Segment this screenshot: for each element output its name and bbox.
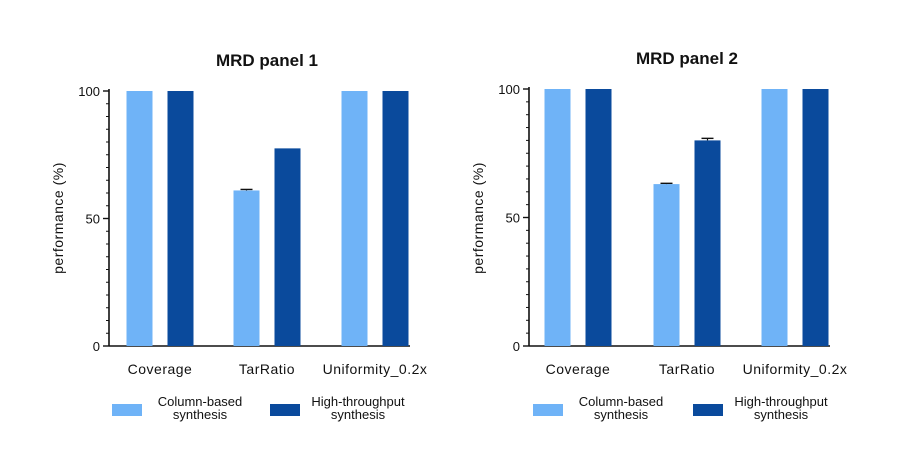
bar xyxy=(802,89,829,346)
chart-panel-1: MRD panel 1 performance (%) 0 50 100 Cover… xyxy=(50,51,427,422)
legend-swatch xyxy=(693,404,723,416)
bar xyxy=(233,190,260,346)
bar xyxy=(167,91,194,346)
y-tick-label: 0 xyxy=(513,339,520,354)
y-tick-label: 50 xyxy=(86,212,100,227)
legend-label: synthesis xyxy=(331,407,386,422)
legend-label: High-throughput xyxy=(734,394,828,409)
chart-panel-2: MRD panel 2 performance (%) 0 50 100 Cover… xyxy=(470,49,847,422)
bar xyxy=(341,91,368,346)
y-tick-label: 100 xyxy=(498,82,520,97)
y-ticks: 0 50 100 xyxy=(78,84,109,354)
legend-label: Column-based xyxy=(158,394,243,409)
chart-title: MRD panel 1 xyxy=(216,51,318,70)
bar xyxy=(585,89,612,346)
x-tick-label: Coverage xyxy=(128,361,193,377)
legend: Column-basedsynthesisHigh-throughputsynt… xyxy=(533,394,828,422)
x-tick-label: Coverage xyxy=(546,361,611,377)
x-tick-label: TarRatio xyxy=(239,361,295,377)
legend-swatch xyxy=(112,404,142,416)
legend-label: synthesis xyxy=(594,407,649,422)
x-tick-label: Uniformity_0.2x xyxy=(323,361,428,377)
bar xyxy=(694,140,721,346)
x-tick-label: TarRatio xyxy=(659,361,715,377)
legend-label: synthesis xyxy=(173,407,228,422)
y-tick-label: 100 xyxy=(78,84,100,99)
x-ticks: Coverage TarRatio Uniformity_0.2x xyxy=(546,361,848,377)
y-tick-label: 50 xyxy=(506,211,520,226)
legend-label: High-throughput xyxy=(311,394,405,409)
bars xyxy=(126,91,409,346)
x-ticks: Coverage TarRatio Uniformity_0.2x xyxy=(128,361,428,377)
bar xyxy=(126,91,153,346)
legend-label: synthesis xyxy=(754,407,809,422)
bar xyxy=(544,89,571,346)
bar xyxy=(274,148,301,346)
bar xyxy=(653,184,680,346)
legend: Column-basedsynthesisHigh-throughputsynt… xyxy=(112,394,405,422)
legend-label: Column-based xyxy=(579,394,664,409)
y-tick-label: 0 xyxy=(93,339,100,354)
legend-swatch xyxy=(533,404,563,416)
y-ticks: 0 50 100 xyxy=(498,82,529,354)
bars xyxy=(544,89,829,346)
x-tick-label: Uniformity_0.2x xyxy=(743,361,848,377)
legend-swatch xyxy=(270,404,300,416)
bar xyxy=(382,91,409,346)
y-axis-label: performance (%) xyxy=(470,162,486,274)
chart-title: MRD panel 2 xyxy=(636,49,738,68)
bar xyxy=(761,89,788,346)
y-axis-label: performance (%) xyxy=(50,162,66,274)
